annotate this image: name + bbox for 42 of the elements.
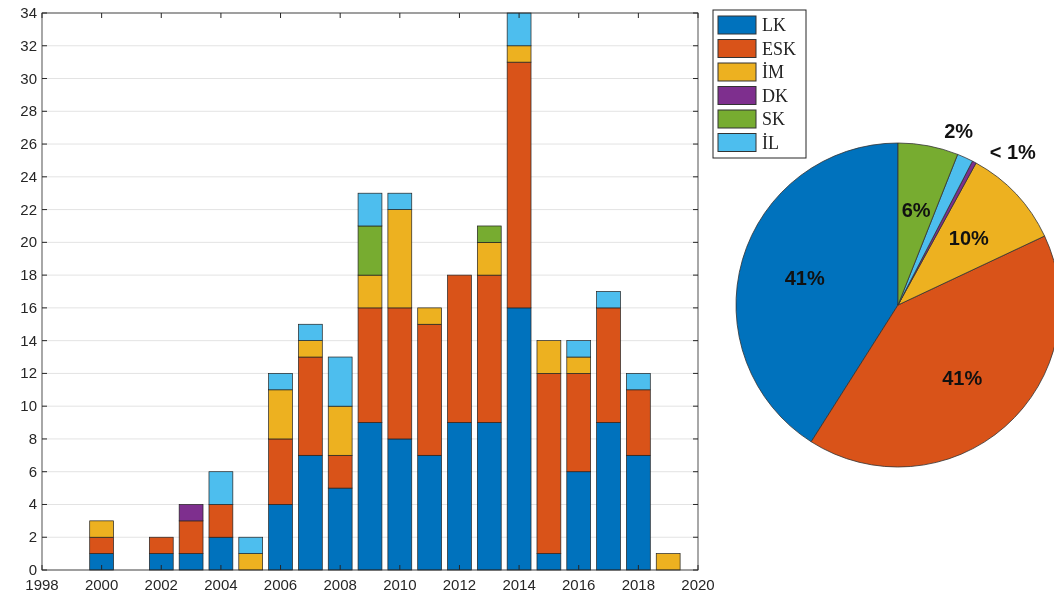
y-tick-label: 28 bbox=[20, 102, 37, 120]
x-tick-label: 2010 bbox=[383, 576, 417, 593]
y-tick-label: 2 bbox=[28, 528, 37, 546]
y-tick-label: 12 bbox=[20, 364, 37, 382]
y-tick-label: 4 bbox=[28, 495, 37, 513]
data-label: < 1% bbox=[989, 141, 1037, 164]
x-tick-label: 2014 bbox=[502, 576, 536, 593]
legend-label: DK bbox=[762, 85, 788, 106]
x-tick-label: 2000 bbox=[84, 576, 119, 593]
data-label: 6% bbox=[901, 198, 931, 221]
data-label: 41% bbox=[942, 366, 983, 389]
data-label: 41% bbox=[784, 266, 825, 289]
x-tick-label: 2002 bbox=[144, 576, 178, 593]
x-tick-label: 2020 bbox=[681, 576, 715, 593]
y-tick-label: 20 bbox=[20, 233, 37, 251]
x-tick-label: 2016 bbox=[562, 576, 596, 593]
y-tick-label: 0 bbox=[28, 561, 37, 578]
y-tick-label: 32 bbox=[20, 36, 37, 54]
legend-label: İM bbox=[762, 62, 784, 82]
legend-label: ESK bbox=[762, 38, 797, 59]
x-tick-label: 2004 bbox=[204, 576, 238, 593]
y-tick-label: 16 bbox=[20, 298, 37, 316]
y-tick-label: 6 bbox=[28, 462, 37, 480]
legend-label: LK bbox=[762, 15, 786, 35]
y-tick-label: 14 bbox=[20, 331, 37, 349]
x-tick-label: 2012 bbox=[442, 576, 477, 593]
y-tick-label: 10 bbox=[20, 397, 37, 415]
x-tick-label: 2008 bbox=[323, 576, 357, 593]
x-tick-label: 1998 bbox=[25, 576, 59, 593]
data-label: 10% bbox=[948, 227, 990, 250]
y-tick-label: 24 bbox=[20, 167, 37, 185]
x-tick-label: 2018 bbox=[621, 576, 656, 593]
legend-label: İL bbox=[762, 132, 779, 153]
x-tick-label: 2006 bbox=[263, 576, 298, 593]
data-label: 2% bbox=[944, 120, 974, 143]
y-tick-label: 18 bbox=[20, 266, 37, 284]
y-tick-label: 26 bbox=[20, 135, 37, 153]
y-tick-label: 34 bbox=[20, 4, 37, 21]
y-tick-label: 22 bbox=[20, 200, 37, 218]
legend-label: SK bbox=[762, 109, 786, 129]
y-tick-label: 30 bbox=[20, 69, 37, 87]
y-tick-label: 8 bbox=[28, 429, 37, 447]
